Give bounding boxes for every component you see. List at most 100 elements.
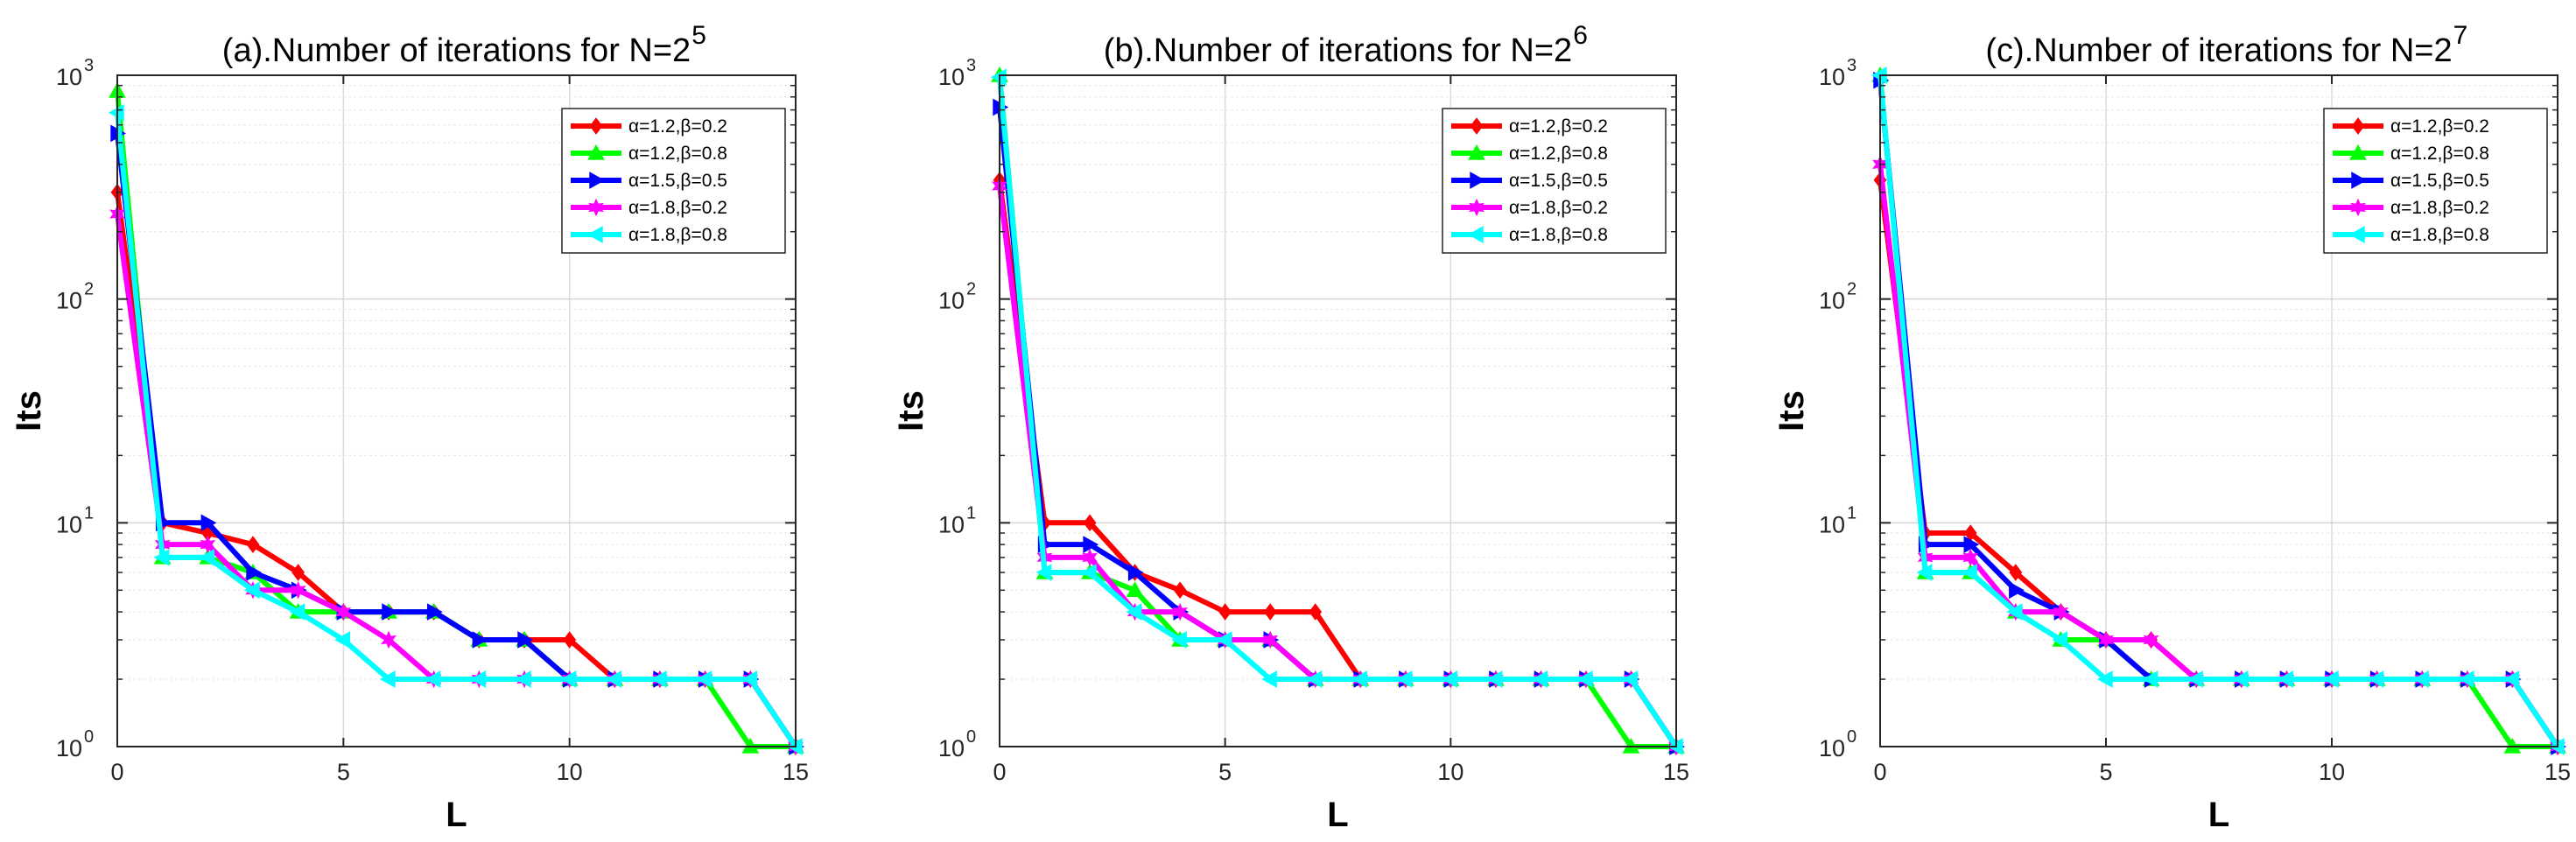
- chart-title: (a).Number of iterations for N=2: [222, 32, 691, 69]
- data-point: [335, 602, 352, 621]
- data-point: [517, 631, 534, 649]
- data-point: [1442, 670, 1458, 688]
- x-tick-label: 10: [557, 759, 583, 785]
- x-tick-label: 5: [2099, 759, 2112, 785]
- y-tick-label: 10: [1819, 735, 1845, 761]
- y-tick-label: 10: [938, 735, 965, 761]
- legend-marker: [586, 226, 603, 243]
- y-tick-exponent: 1: [84, 503, 94, 523]
- legend-label: α=1.8,β=0.2: [1509, 198, 1608, 218]
- y-tick-label: 10: [938, 511, 965, 537]
- legend-label: α=1.8,β=0.2: [628, 198, 727, 218]
- y-tick-exponent: 3: [1847, 56, 1857, 75]
- grid: [1000, 75, 1676, 747]
- data-point: [425, 670, 441, 688]
- data-point: [2458, 670, 2474, 688]
- legend-marker: [587, 144, 605, 160]
- y-axis-label: Its: [1772, 390, 1811, 432]
- data-point: [650, 670, 667, 688]
- legend-label: α=1.5,β=0.5: [628, 171, 727, 191]
- data-point: [606, 670, 622, 688]
- y-tick-label: 10: [1819, 64, 1845, 90]
- legend-entry-0: α=1.2,β=0.2: [1451, 116, 1608, 137]
- data-point: [515, 670, 531, 688]
- legend-entry-3: α=1.8,β=0.2: [1451, 198, 1608, 218]
- data-point: [2142, 670, 2158, 688]
- y-tick-label: 10: [1819, 288, 1845, 314]
- x-tick-label: 0: [110, 759, 123, 785]
- legend-entry-1: α=1.2,β=0.8: [571, 144, 727, 164]
- data-point: [1396, 670, 1413, 688]
- legend-entry-3: α=1.8,β=0.2: [2333, 198, 2489, 218]
- y-tick-exponent: 2: [966, 280, 976, 299]
- legend-entry-4: α=1.8,β=0.8: [2333, 225, 2489, 245]
- data-point: [379, 670, 396, 688]
- data-point: [2503, 670, 2520, 688]
- legend-marker: [2351, 172, 2368, 189]
- data-point: [2053, 602, 2069, 621]
- data-point: [2368, 670, 2384, 688]
- data-point: [1622, 670, 1639, 688]
- y-tick-label: 10: [56, 64, 82, 90]
- series-line: [115, 112, 798, 748]
- axes-box: [999, 74, 1677, 747]
- data-point: [1218, 603, 1232, 621]
- data-point: [1083, 514, 1097, 532]
- data-point: [2098, 630, 2114, 649]
- legend-label: α=1.2,β=0.2: [628, 116, 727, 137]
- data-point: [426, 603, 443, 621]
- legend-marker: [589, 117, 603, 135]
- data-point: [1263, 603, 1277, 621]
- legend-marker: [2351, 117, 2365, 135]
- y-tick-label: 10: [1819, 511, 1845, 537]
- x-tick-label: 15: [2544, 759, 2571, 785]
- y-tick-exponent: 3: [84, 56, 94, 75]
- data-point: [1916, 564, 1933, 581]
- data-point: [2052, 631, 2068, 649]
- legend-marker: [588, 198, 604, 217]
- x-tick-label: 15: [1663, 759, 1689, 785]
- data-point: [470, 670, 487, 688]
- data-point: [2009, 564, 2023, 581]
- x-axis-label: L: [1327, 796, 1348, 834]
- data-point: [1171, 631, 1187, 649]
- data-point: [381, 630, 397, 649]
- legend-marker: [1470, 172, 1486, 189]
- legend-label: α=1.5,β=0.5: [1509, 171, 1608, 191]
- chart-title: (c).Number of iterations for N=2: [1985, 32, 2452, 69]
- data-point: [2278, 670, 2294, 688]
- legend-entry-4: α=1.8,β=0.8: [1451, 225, 1608, 245]
- data-point: [1261, 670, 1277, 688]
- data-point: [1126, 581, 1144, 597]
- legend-label: α=1.2,β=0.8: [1509, 144, 1608, 164]
- data-point: [1351, 670, 1367, 688]
- data-point: [1962, 564, 1977, 581]
- data-point: [2143, 630, 2159, 649]
- legend-entry-3: α=1.8,β=0.2: [571, 198, 727, 218]
- data-point: [1962, 548, 1979, 567]
- legend-marker: [1467, 226, 1484, 243]
- chart-title-exponent: 7: [2453, 21, 2468, 50]
- legend-label: α=1.8,β=0.8: [628, 225, 727, 245]
- x-tick-label: 0: [993, 759, 1006, 785]
- y-tick-exponent: 0: [84, 727, 94, 747]
- legend-marker: [2348, 226, 2365, 243]
- y-tick-label: 10: [938, 64, 965, 90]
- data-point: [2413, 670, 2429, 688]
- data-point: [243, 581, 260, 600]
- chart-title-exponent: 6: [1573, 21, 1588, 50]
- y-tick-exponent: 1: [966, 503, 976, 523]
- data-point: [153, 549, 170, 566]
- data-point: [382, 603, 398, 621]
- chart-title: (b).Number of iterations for N=2: [1104, 32, 1572, 69]
- legend-entry-2: α=1.5,β=0.5: [1451, 171, 1608, 191]
- legend: α=1.2,β=0.2 α=1.2,β=0.8 α=1.5,β=0.5 α=1.8,β…: [1442, 108, 1667, 254]
- legend-entry-2: α=1.5,β=0.5: [2333, 171, 2489, 191]
- legend-entry-1: α=1.2,β=0.8: [2333, 144, 2489, 164]
- y-tick-exponent: 2: [1847, 280, 1857, 299]
- data-point: [2232, 670, 2249, 688]
- data-point: [560, 670, 577, 688]
- data-point: [1126, 603, 1142, 621]
- data-point: [2009, 581, 2025, 600]
